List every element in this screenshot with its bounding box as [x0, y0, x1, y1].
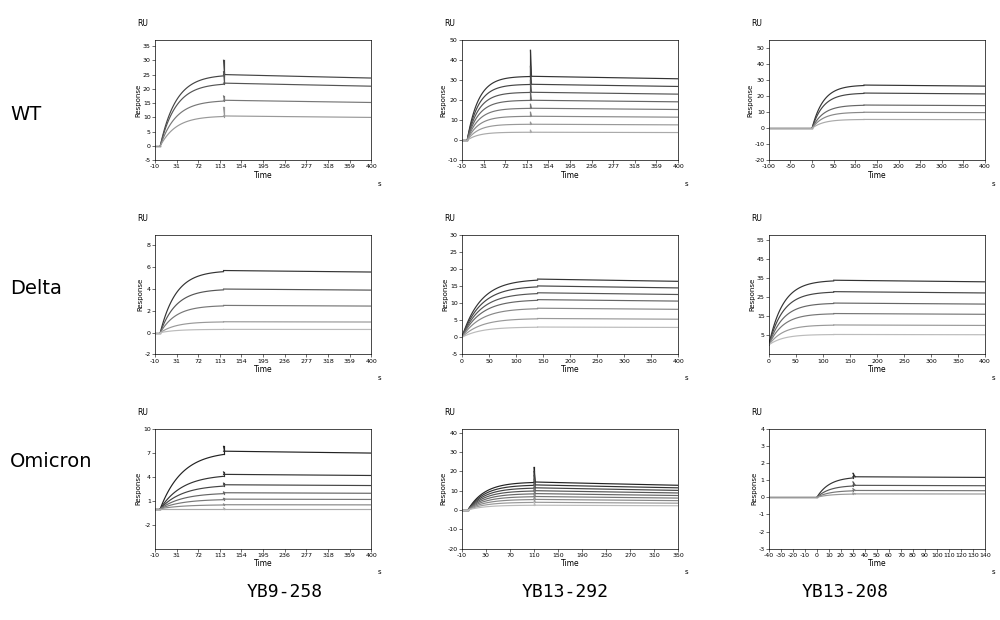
Text: YB9-258: YB9-258 — [247, 583, 323, 601]
Text: s: s — [991, 375, 995, 381]
X-axis label: Time: Time — [254, 170, 272, 180]
Text: s: s — [378, 375, 381, 381]
Y-axis label: Response: Response — [442, 278, 448, 311]
X-axis label: Time: Time — [561, 170, 579, 180]
Y-axis label: Response: Response — [440, 84, 446, 117]
Text: s: s — [378, 569, 381, 575]
Y-axis label: Response: Response — [747, 84, 753, 117]
Text: RU: RU — [138, 19, 149, 29]
Text: YB13-208: YB13-208 — [802, 583, 889, 601]
Text: RU: RU — [752, 408, 762, 417]
Text: RU: RU — [445, 408, 456, 417]
Text: RU: RU — [138, 213, 149, 223]
X-axis label: Time: Time — [868, 170, 886, 180]
Text: s: s — [991, 569, 995, 575]
X-axis label: Time: Time — [561, 559, 579, 569]
Text: RU: RU — [445, 19, 456, 29]
Y-axis label: Response: Response — [136, 84, 142, 117]
Y-axis label: Response: Response — [751, 472, 757, 505]
Text: WT: WT — [10, 105, 41, 124]
X-axis label: Time: Time — [868, 559, 886, 569]
Text: s: s — [378, 180, 381, 187]
Text: RU: RU — [138, 408, 149, 417]
X-axis label: Time: Time — [254, 365, 272, 374]
Y-axis label: Response: Response — [749, 278, 755, 311]
X-axis label: Time: Time — [561, 365, 579, 374]
Text: Omicron: Omicron — [10, 453, 92, 471]
Text: s: s — [685, 180, 688, 187]
Y-axis label: Response: Response — [137, 278, 143, 311]
Y-axis label: Response: Response — [136, 472, 142, 505]
Text: s: s — [685, 569, 688, 575]
Text: YB13-292: YB13-292 — [522, 583, 608, 601]
Text: RU: RU — [752, 19, 762, 29]
X-axis label: Time: Time — [868, 365, 886, 374]
Y-axis label: Response: Response — [440, 472, 446, 505]
Text: Delta: Delta — [10, 279, 62, 298]
Text: RU: RU — [752, 213, 762, 223]
Text: RU: RU — [445, 213, 456, 223]
Text: s: s — [991, 180, 995, 187]
Text: s: s — [685, 375, 688, 381]
X-axis label: Time: Time — [254, 559, 272, 569]
